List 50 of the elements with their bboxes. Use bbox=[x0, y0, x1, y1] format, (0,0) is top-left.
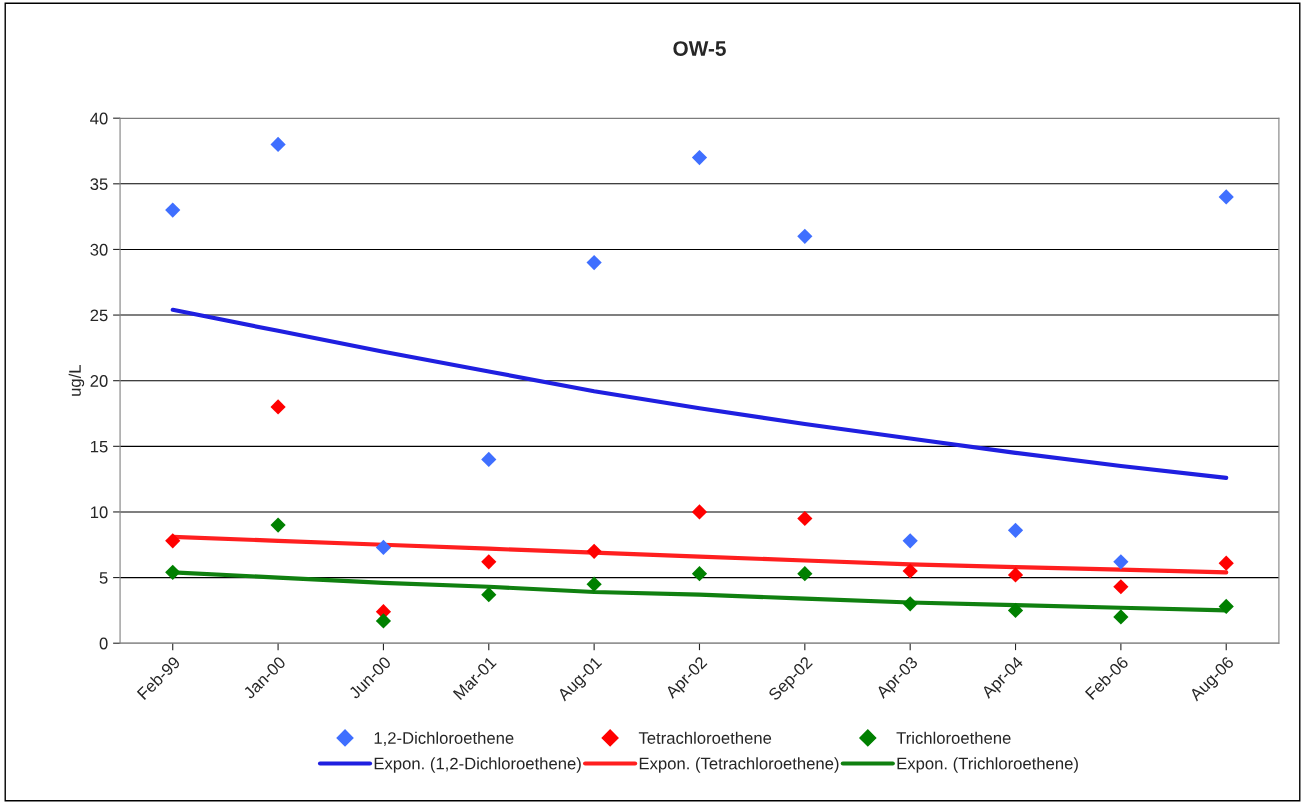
point bbox=[270, 517, 286, 533]
y-tick-label: 10 bbox=[90, 506, 108, 519]
point bbox=[902, 596, 918, 612]
point bbox=[1218, 555, 1234, 571]
legend-label: Expon. (Tetrachloroethene) bbox=[639, 757, 839, 773]
point bbox=[1007, 602, 1024, 618]
point bbox=[270, 399, 286, 415]
point bbox=[797, 566, 813, 582]
point bbox=[1007, 567, 1024, 583]
legend-label: Trichloroethene bbox=[896, 731, 1011, 744]
y-tick-label: 20 bbox=[90, 375, 108, 387]
point bbox=[481, 554, 497, 570]
point bbox=[691, 566, 708, 582]
y-tick-label: 0 bbox=[99, 637, 108, 650]
point bbox=[481, 451, 497, 468]
y-axis-title: ug/L bbox=[68, 365, 85, 396]
chart-title: OW-5 bbox=[673, 41, 726, 56]
line-series bbox=[170, 307, 1229, 480]
point bbox=[270, 136, 286, 153]
y-tick-label: 15 bbox=[90, 440, 108, 453]
point bbox=[586, 543, 602, 559]
point bbox=[165, 202, 181, 218]
point bbox=[1218, 598, 1234, 615]
point bbox=[1218, 189, 1234, 205]
point bbox=[902, 533, 918, 549]
y-tick-label: 25 bbox=[90, 309, 108, 322]
y-tick-label: 5 bbox=[99, 572, 108, 584]
point bbox=[165, 533, 181, 549]
point bbox=[481, 587, 497, 603]
point bbox=[1113, 579, 1129, 595]
y-tick-label: 35 bbox=[90, 178, 108, 191]
legend-label: Expon. (1,2-Dichloroethene) bbox=[374, 757, 581, 773]
point bbox=[691, 504, 708, 520]
point bbox=[375, 539, 392, 555]
point bbox=[1113, 554, 1129, 570]
point bbox=[1113, 609, 1129, 625]
point bbox=[797, 510, 813, 527]
point bbox=[165, 564, 181, 580]
y-tick-label: 40 bbox=[90, 112, 108, 125]
legend-label: Tetrachloroethene bbox=[638, 731, 772, 744]
point bbox=[797, 228, 813, 244]
point bbox=[1007, 522, 1024, 538]
legend-label: Expon. (Trichloroethene) bbox=[897, 757, 1078, 773]
legend-label: 1,2-Dichloroethene bbox=[374, 731, 514, 746]
point bbox=[586, 576, 602, 592]
point bbox=[586, 254, 602, 271]
point bbox=[902, 563, 918, 579]
point bbox=[375, 613, 392, 629]
point bbox=[691, 149, 708, 166]
y-tick-label: 30 bbox=[90, 243, 108, 256]
